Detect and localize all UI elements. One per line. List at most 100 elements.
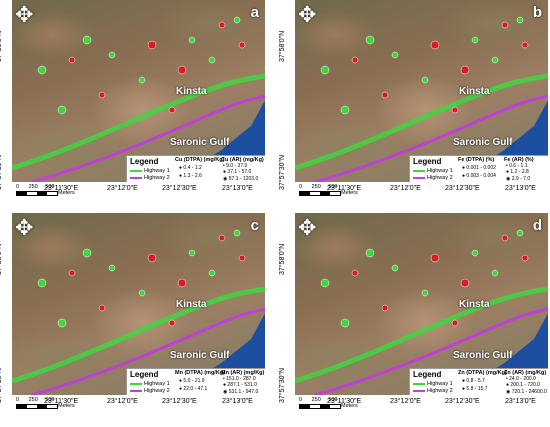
lat-tick: 37°58'0"N [279, 243, 286, 275]
scale-bar-graphic [299, 191, 341, 196]
dtpa-title: Fe (DTPA) (%) [458, 157, 495, 163]
sample-point [491, 56, 499, 64]
gulf-label: Saronic Gulf [453, 350, 513, 361]
north-arrow-icon: ✥ [298, 215, 317, 240]
sample-point [365, 35, 375, 45]
dtpa-title: Mn (DTPA) (mg/Kg) [175, 370, 225, 376]
sample-point [351, 56, 359, 64]
scale-label: 500 [328, 184, 338, 190]
legend: Legend Highway 1 Highway 2 Cu (DTPA) (mg… [126, 155, 265, 182]
sample-point [168, 106, 176, 114]
highway1-label: Highway 1 [144, 168, 170, 174]
panel-label: a [250, 4, 259, 21]
sample-point [208, 56, 216, 64]
dtpa-class: ● 5.8 - 15.7 [462, 386, 488, 392]
lon-tick: 23°12'0"E [390, 185, 421, 192]
roads-layer [12, 16, 265, 182]
satellite-map: ✥ a Kinsta Saronic Gulf Legend Highway 1… [12, 0, 265, 182]
roads-layer [12, 229, 265, 395]
dtpa-class: ● 0.4 - 1.2 [179, 165, 202, 171]
legend-highway2: Highway 2 [413, 175, 453, 181]
roads-layer [295, 229, 548, 395]
ar-title: Zn (AR) (mg/Kg) [504, 370, 547, 376]
scale-unit: Meters [58, 190, 75, 196]
highway2-label: Highway 2 [144, 175, 170, 181]
ar-class: ◉ 720.1 - 24600.0 [506, 389, 547, 395]
sample-point [218, 21, 226, 29]
legend: Legend Highway 1 Highway 2 Fe (DTPA) (%)… [409, 155, 548, 182]
highway2-line [314, 307, 548, 395]
sample-point [138, 76, 146, 84]
lat-tick: 37°58'0"N [0, 30, 3, 62]
sample-point [98, 304, 106, 312]
sample-point [521, 254, 529, 262]
sample-point [320, 278, 330, 288]
sample-point [471, 249, 479, 257]
legend-title: Legend [130, 370, 159, 379]
legend-highway1: Highway 1 [130, 381, 170, 387]
lon-tick: 23°11'30"E [44, 398, 79, 405]
scale-bar: 0 250 500 Meters [299, 397, 358, 409]
sample-point [451, 106, 459, 114]
sample-point [430, 253, 440, 263]
sample-point [391, 51, 399, 59]
highway1-line [12, 286, 265, 384]
panel-label: c [250, 217, 259, 234]
sample-point [98, 91, 106, 99]
satellite-map: ✥ d Kinsta Saronic Gulf Legend Highway 1… [295, 213, 548, 395]
sample-point [57, 105, 67, 115]
lon-tick: 23°12'30"E [445, 185, 480, 192]
sample-point [188, 249, 196, 257]
lon-tick: 23°12'0"E [107, 398, 138, 405]
lon-tick: 23°13'0"E [222, 398, 253, 405]
dtpa-title: Cu (DTPA) (mg/Kg) [175, 157, 225, 163]
lon-tick: 23°12'30"E [162, 398, 197, 405]
sample-point [82, 35, 92, 45]
highway1-line [295, 286, 548, 384]
sample-point [381, 91, 389, 99]
north-arrow-icon: ✥ [15, 2, 34, 27]
lat-tick: 37°57'30"N [279, 154, 286, 190]
scale-bar-graphic [299, 404, 341, 409]
roads-layer [295, 16, 548, 182]
sample-point [471, 36, 479, 44]
sample-point [381, 304, 389, 312]
sample-point [108, 51, 116, 59]
lon-tick: 23°12'30"E [162, 185, 197, 192]
sample-point [351, 269, 359, 277]
sample-point [147, 253, 157, 263]
satellite-map: ✥ b Kinsta Saronic Gulf Legend Highway 1… [295, 0, 548, 182]
legend-highway1: Highway 1 [130, 168, 170, 174]
scale-unit: Meters [341, 403, 358, 409]
sample-point [501, 21, 509, 29]
sample-point [391, 264, 399, 272]
sample-point [340, 318, 350, 328]
map-panel-b: ✥ b Kinsta Saronic Gulf Legend Highway 1… [279, 0, 548, 196]
map-panel-a: ✥ a Kinsta Saronic Gulf Legend Highway 1… [0, 0, 265, 196]
sample-point [365, 248, 375, 258]
sample-point [421, 76, 429, 84]
sample-point [68, 269, 76, 277]
lat-tick: 37°57'30"N [0, 367, 3, 403]
sample-point [421, 289, 429, 297]
sample-point [68, 56, 76, 64]
panel-label: b [532, 4, 542, 21]
ar-class: ● 200.1 - 720.0 [506, 382, 540, 388]
highway1-label: Highway 1 [427, 168, 453, 174]
highway1-line [295, 73, 548, 171]
sample-point [177, 278, 187, 288]
ar-class: ◉ 531.1 - 947.0 [223, 389, 259, 395]
lon-tick: 23°12'0"E [390, 398, 421, 405]
scale-bar: 0 250 500 Meters [16, 397, 75, 409]
sample-point [516, 229, 524, 237]
sample-point [501, 234, 509, 242]
ar-class: • 0.6 - 1.1 [506, 163, 528, 169]
dtpa-class: ● 0.001 - 0.002 [462, 165, 496, 171]
sample-point [320, 65, 330, 75]
scale-bar: 0 250 500 Meters [16, 184, 75, 196]
sample-point [37, 278, 47, 288]
scale-label: 0 [16, 184, 20, 190]
highway2-label: Highway 2 [427, 175, 453, 181]
dtpa-class: ● 0.8 - 5.7 [462, 378, 485, 384]
scale-label: 500 [328, 397, 338, 403]
